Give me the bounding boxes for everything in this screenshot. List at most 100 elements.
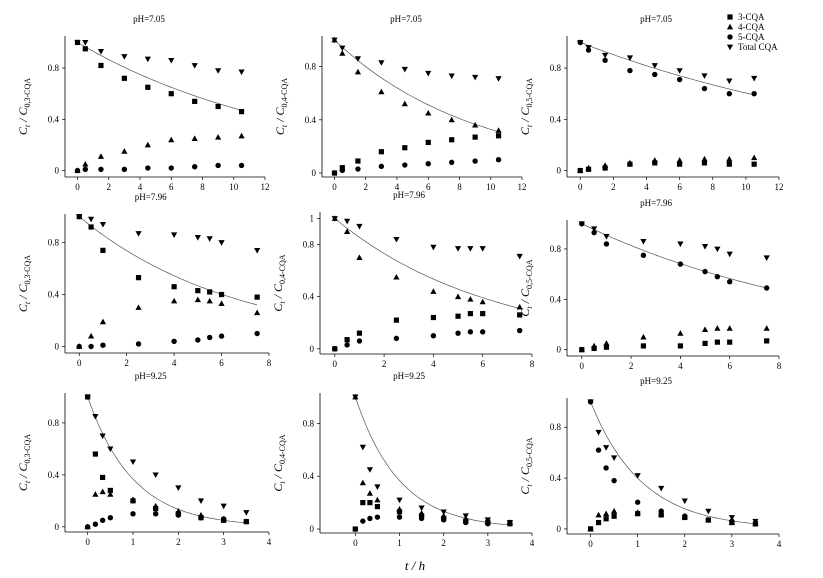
x-tick-label: 8 (267, 358, 272, 368)
data-point-4-cqa (218, 300, 225, 307)
data-point-5-cqa (485, 521, 491, 527)
x-tick-label: 4 (777, 539, 782, 549)
data-point-4-cqa (92, 491, 99, 497)
data-point-total-cqa (238, 69, 245, 76)
data-point-3-cqa (591, 345, 597, 352)
data-point-total-cqa (206, 236, 213, 242)
data-point-4-cqa (393, 273, 400, 280)
data-point-5-cqa (682, 513, 688, 519)
data-point-4-cqa (99, 318, 107, 325)
chart-panel-9: 0 1 2 3 4 0 0.4 0.8 pH=9.25 Ct / C0,5-CQA (518, 376, 782, 549)
data-point-total-cqa (254, 247, 261, 254)
data-point-3-cqa (82, 46, 88, 52)
data-point-3-cqa (100, 474, 106, 481)
chart-panel-8: 0 1 2 3 4 0 0.4 0.8 pH=9.25 Ct / C0,4-CQA (271, 371, 535, 548)
y-tick-label: 0 (310, 344, 315, 354)
data-point-5-cqa (107, 515, 114, 521)
data-point-total-cqa (393, 236, 400, 243)
y-axis-label: Ct / C0,5-CQA (518, 437, 534, 494)
data-point-total-cqa (378, 60, 385, 66)
data-point-5-cqa (595, 447, 602, 453)
fit-curve (334, 218, 520, 309)
data-point-total-cqa (396, 497, 403, 504)
y-tick-label: 0 (55, 166, 60, 176)
x-tick-label: 2 (611, 182, 616, 192)
y-axis-label: Ct / C0,4-CQA (271, 434, 287, 491)
data-point-5-cqa (84, 524, 91, 530)
y-tick-label: 0 (557, 345, 562, 355)
data-point-3-cqa (751, 161, 757, 167)
data-point-5-cqa (360, 518, 366, 524)
data-point-4-cqa (495, 127, 502, 133)
data-point-total-cqa (587, 399, 594, 406)
x-tick-label: 2 (107, 182, 112, 192)
x-tick-label: 8 (530, 359, 535, 369)
y-tick-label: 0.4 (303, 292, 315, 302)
data-point-5-cqa (479, 329, 486, 335)
x-axis-label: t / h (405, 558, 425, 573)
data-point-5-cqa (121, 166, 128, 173)
y-tick-label: 0.8 (48, 418, 60, 428)
data-point-total-cqa (506, 520, 514, 526)
x-tick-label: 2 (382, 359, 387, 369)
x-tick-label: 4 (172, 358, 177, 368)
data-point-total-cqa (121, 54, 128, 60)
data-point-total-cqa (197, 498, 205, 505)
data-point-5-cqa (495, 157, 502, 163)
x-tick-label: 6 (677, 182, 682, 192)
data-point-3-cqa (517, 312, 523, 318)
data-point-5-cqa (367, 515, 373, 522)
data-point-4-cqa (344, 228, 351, 234)
y-tick-label: 0.4 (48, 290, 60, 300)
y-tick-label: 0 (557, 166, 562, 176)
data-point-total-cqa (135, 231, 142, 237)
data-point-4-cqa (585, 164, 592, 171)
x-tick-label: 12 (775, 182, 784, 192)
data-point-4-cqa (168, 136, 175, 143)
x-tick-label: 1 (635, 539, 640, 549)
data-point-5-cqa (355, 166, 361, 172)
data-point-4-cqa (194, 296, 201, 303)
data-point-5-cqa (425, 160, 431, 167)
data-point-3-cqa (360, 500, 366, 506)
data-point-3-cqa (374, 503, 381, 510)
y-tick-label: 0.8 (550, 422, 562, 432)
data-point-5-cqa (218, 333, 225, 339)
x-tick-label: 2 (629, 361, 634, 371)
data-point-total-cqa (243, 510, 250, 516)
data-point-total-cqa (99, 433, 106, 440)
y-tick-label: 0.8 (48, 238, 60, 248)
data-point-5-cqa (92, 521, 99, 527)
fit-curve (580, 42, 755, 96)
chart-panel-3: 0 2 4 6 8 10 12 0 0.4 0.8 pH=7.05 Ct / C0,5-CQA (518, 14, 784, 192)
x-tick-label: 2 (124, 358, 129, 368)
data-point-4-cqa (87, 332, 95, 339)
x-tick-label: 6 (727, 361, 732, 371)
data-point-4-cqa (516, 303, 523, 310)
data-point-3-cqa (701, 160, 708, 166)
chart-panel-7: 0 1 2 3 4 0 0.4 0.8 pH=9.25 Ct / C0,3-CQA (16, 371, 272, 547)
y-tick-label: 0 (55, 522, 60, 532)
data-point-3-cqa (135, 275, 142, 281)
data-point-total-cqa (356, 223, 363, 230)
data-point-total-cqa (495, 76, 502, 82)
panel-title: pH=7.96 (393, 190, 425, 200)
data-point-4-cqa (577, 167, 584, 173)
x-tick-label: 0 (77, 358, 82, 368)
data-point-total-cqa (462, 513, 469, 520)
data-point-total-cqa (448, 73, 455, 80)
data-point-5-cqa (171, 338, 177, 345)
y-axis-label: Ct / C0,5-CQA (518, 78, 534, 135)
data-point-4-cqa (587, 525, 594, 532)
data-point-total-cqa (591, 226, 598, 233)
data-point-3-cqa (702, 340, 708, 347)
data-point-total-cqa (401, 66, 408, 73)
data-point-5-cqa (378, 163, 385, 170)
data-point-4-cqa (714, 325, 721, 331)
y-axis-label: Ct / C0,3-CQA (16, 78, 32, 135)
data-point-5-cqa (591, 229, 597, 236)
data-point-5-cqa (463, 519, 469, 526)
data-point-3-cqa (88, 224, 94, 230)
x-tick-label: 6 (219, 358, 224, 368)
data-point-total-cqa (168, 57, 175, 64)
